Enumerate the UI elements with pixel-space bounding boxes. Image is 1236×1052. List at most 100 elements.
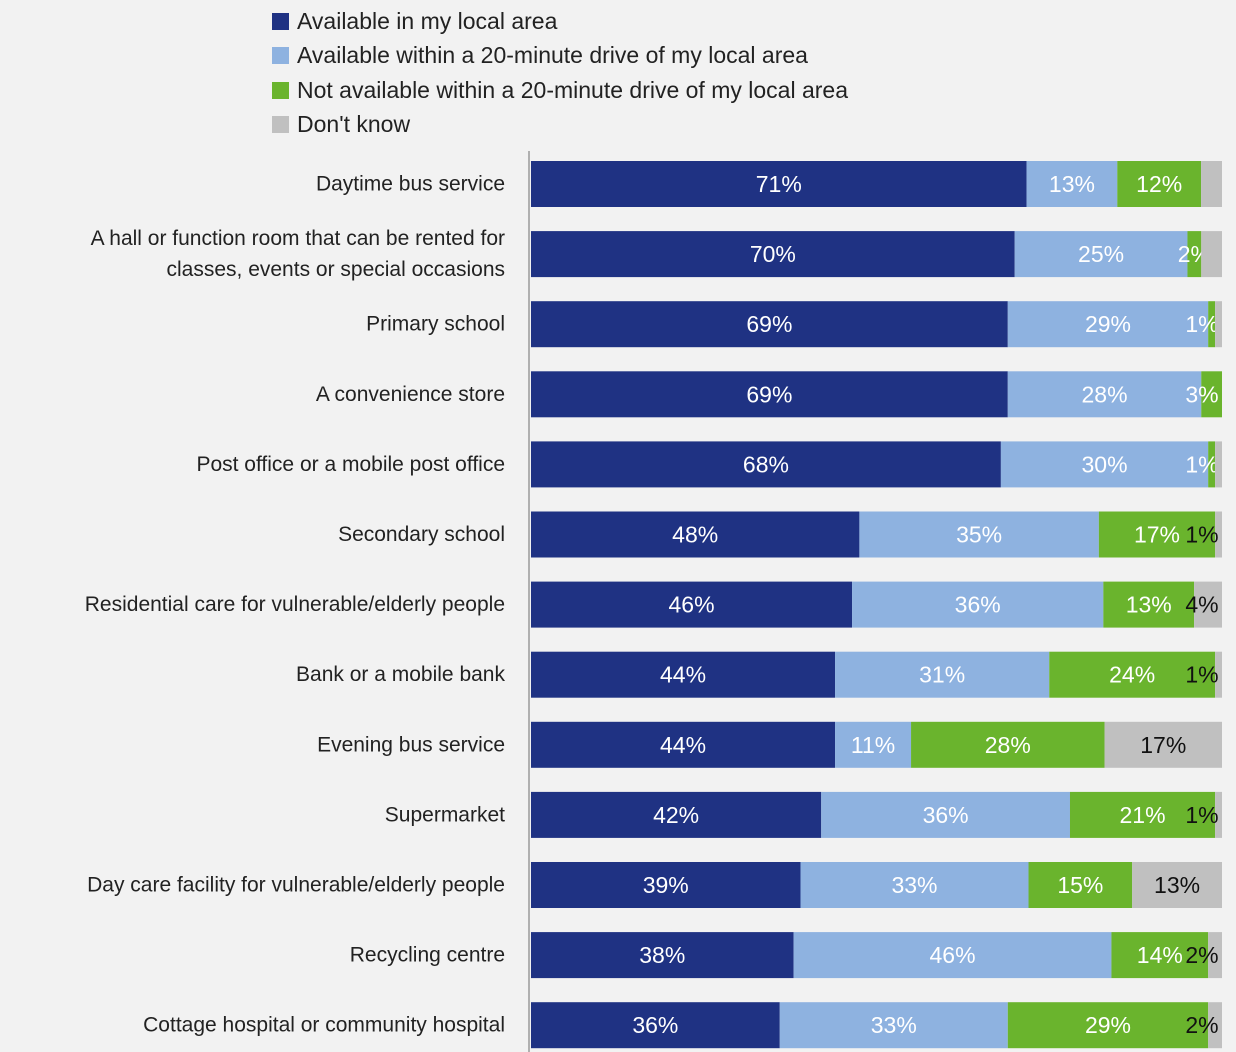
data-label: 44% (660, 662, 706, 688)
category-label: Cottage hospital or community hospital (143, 1014, 505, 1037)
bar-segment (531, 441, 1001, 488)
bar-segment (1007, 371, 1202, 418)
bar-segment (911, 721, 1105, 768)
bar-segment (531, 511, 860, 558)
data-label: 48% (672, 522, 718, 548)
data-label: 17% (1134, 522, 1180, 548)
bar-segment (1132, 862, 1222, 908)
data-label: 13% (1154, 872, 1200, 898)
data-label: 71% (756, 171, 802, 197)
data-label: 69% (746, 311, 792, 337)
data-label: 44% (660, 732, 706, 758)
bar-segment (1117, 161, 1202, 207)
bar-segment (852, 581, 1104, 628)
bar-segment (1098, 511, 1216, 558)
data-label: 68% (743, 451, 789, 477)
bar-segment (1187, 231, 1202, 278)
data-label: 17% (1140, 732, 1186, 758)
data-label: 33% (891, 872, 937, 898)
bar-segment (1103, 581, 1195, 628)
data-label: 28% (1082, 381, 1128, 407)
chart-legend: Available in my local area Available wit… (272, 4, 848, 142)
bar-segment (779, 1002, 1008, 1049)
bar-segment (531, 932, 794, 979)
data-label: 70% (750, 241, 796, 267)
category-label: Bank or a mobile bank (296, 663, 505, 686)
legend-label-local: Available in my local area (297, 7, 558, 34)
category-label: Residential care for vulnerable/elderly … (85, 593, 505, 616)
bar-segment (1208, 301, 1216, 348)
bar-segment (531, 231, 1015, 278)
bar-segment (1000, 441, 1209, 488)
bar-segment (1007, 1002, 1209, 1049)
bar-segment (1028, 862, 1133, 908)
bar-segment (1201, 371, 1222, 418)
bar-segment (1201, 161, 1222, 207)
data-label: 36% (632, 1012, 678, 1038)
bar-segment (1208, 441, 1216, 488)
data-label: 31% (919, 662, 965, 688)
data-label: 29% (1085, 1012, 1131, 1038)
data-label: 24% (1109, 662, 1155, 688)
data-label: 36% (923, 802, 969, 828)
category-label: Daytime bus service (316, 173, 505, 196)
legend-item-not-available: Not available within a 20-minute drive o… (272, 73, 848, 108)
category-label: Recycling centre (350, 944, 505, 967)
data-label: 11% (851, 732, 895, 758)
bar-segment (1201, 231, 1222, 278)
data-label: 46% (669, 592, 715, 618)
bar-segment (531, 581, 853, 628)
bar-segment (531, 371, 1008, 418)
bar-segment (1208, 1002, 1222, 1049)
data-label: 21% (1120, 802, 1166, 828)
bar-segment (821, 791, 1070, 838)
category-label: A hall or function room that can be rent… (91, 227, 505, 250)
bar-segment (1049, 651, 1216, 698)
bar-segment (859, 511, 1099, 558)
category-label: Day care facility for vulnerable/elderly… (87, 874, 505, 897)
data-label: 39% (643, 872, 689, 898)
data-label: 2% (1185, 942, 1218, 968)
data-label: 1% (1185, 311, 1218, 337)
legend-label-20min: Available within a 20-minute drive of my… (297, 42, 808, 69)
data-label: 42% (653, 802, 699, 828)
data-label: 30% (1082, 451, 1128, 477)
data-label: 35% (956, 522, 1002, 548)
data-label: 1% (1185, 662, 1218, 688)
bar-segment (531, 791, 822, 838)
legend-swatch-not-available (272, 81, 289, 99)
bar-segment (1215, 511, 1222, 558)
data-label: 15% (1057, 872, 1103, 898)
legend-swatch-dont-know (272, 116, 289, 134)
bar-segment (835, 721, 912, 768)
data-label: 25% (1078, 241, 1124, 267)
data-label: 14% (1137, 942, 1183, 968)
legend-item-local: Available in my local area (272, 4, 848, 39)
bar-segment (793, 932, 1112, 979)
category-label: Secondary school (338, 523, 505, 546)
legend-item-20min: Available within a 20-minute drive of my… (272, 39, 848, 74)
legend-label-not-available: Not available within a 20-minute drive o… (297, 76, 848, 103)
category-label: A convenience store (316, 383, 505, 406)
data-label: 2% (1185, 1012, 1218, 1038)
bar-segment (1104, 721, 1222, 768)
bar-segment (531, 301, 1008, 348)
data-label: 36% (955, 592, 1001, 618)
legend-item-dont-know: Don't know (272, 108, 848, 143)
bar-segment (531, 721, 836, 768)
bar-segment (1208, 932, 1222, 979)
data-label: 1% (1185, 451, 1218, 477)
bar-segment (531, 1002, 780, 1049)
data-label: 3% (1185, 381, 1218, 407)
data-label: 69% (746, 381, 792, 407)
data-label: 13% (1049, 171, 1095, 197)
bar-segment (1111, 932, 1209, 979)
bar-segment (1026, 161, 1118, 207)
bar-segment (1215, 791, 1222, 838)
data-label: 13% (1126, 592, 1172, 618)
bar-segment (1194, 581, 1222, 628)
category-label: classes, events or special occasions (167, 258, 506, 281)
data-label: 1% (1185, 802, 1218, 828)
